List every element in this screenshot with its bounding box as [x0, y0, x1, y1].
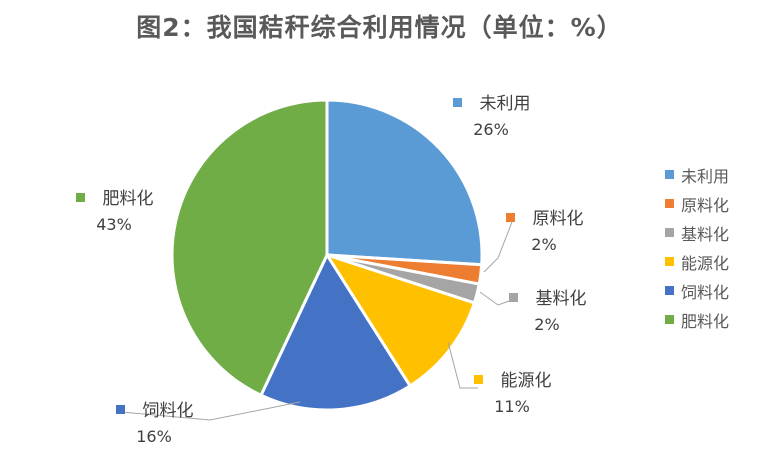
- label-swatch-2: [506, 213, 515, 222]
- legend-swatch-2: [665, 199, 674, 208]
- legend-label-3: 基料化: [681, 224, 730, 244]
- legend-swatch-1: [665, 170, 674, 179]
- label-swatch-4: [474, 375, 483, 384]
- chart-title: 图2：我国秸秆综合利用情况（单位：%）: [136, 13, 623, 42]
- label-swatch-1: [453, 98, 462, 107]
- leader-line-5: [121, 401, 301, 421]
- leader-line-2: [483, 221, 513, 273]
- label-swatch-6: [76, 193, 85, 202]
- legend-label-4: 能源化: [681, 253, 730, 273]
- legend-item-4: 能源化: [665, 247, 729, 276]
- legend-swatch-6: [665, 315, 674, 324]
- pie-slice-6: [170, 98, 329, 398]
- legend-item-5: 饲料化: [665, 276, 729, 305]
- pie-slice-1: [325, 98, 484, 267]
- data-label-value-3: 2%: [534, 315, 559, 334]
- label-swatch-3: [509, 293, 518, 302]
- data-label-category-5: 饲料化: [143, 401, 194, 421]
- legend-item-2: 原料化: [665, 189, 729, 218]
- label-swatch-5: [116, 405, 125, 414]
- leader-line-3: [479, 291, 513, 306]
- pie-slice-4: [323, 252, 477, 388]
- legend-label-5: 饲料化: [681, 282, 730, 302]
- data-label-category-2: 原料化: [533, 209, 584, 229]
- data-label-value-5: 16%: [136, 427, 172, 446]
- data-label-value-6: 43%: [96, 215, 132, 234]
- legend-item-1: 未利用: [665, 160, 729, 189]
- legend-label-1: 未利用: [681, 166, 730, 186]
- pie-slice-5: [259, 251, 413, 412]
- data-label-value-4: 11%: [494, 397, 530, 416]
- legend-item-6: 肥料化: [665, 305, 729, 334]
- data-label-category-4: 能源化: [501, 371, 552, 391]
- data-label-value-2: 2%: [531, 235, 556, 254]
- legend: 未利用原料化基料化能源化饲料化肥料化: [665, 160, 729, 334]
- legend-label-6: 肥料化: [681, 311, 730, 331]
- legend-label-2: 原料化: [681, 195, 730, 215]
- legend-item-3: 基料化: [665, 218, 729, 247]
- legend-swatch-5: [665, 286, 674, 295]
- data-label-category-3: 基料化: [536, 289, 587, 309]
- legend-swatch-3: [665, 228, 674, 237]
- leader-line-4: [447, 341, 478, 389]
- legend-swatch-4: [665, 257, 674, 266]
- data-label-category-1: 未利用: [480, 94, 531, 114]
- data-label-value-1: 26%: [473, 120, 509, 139]
- data-label-category-6: 肥料化: [103, 189, 154, 209]
